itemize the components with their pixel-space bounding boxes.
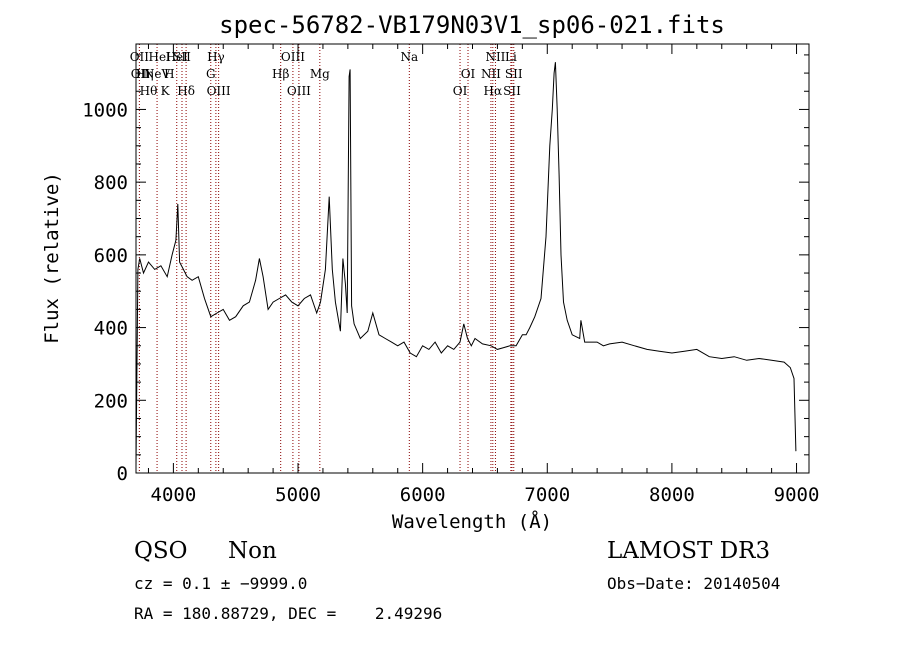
line-markers — [138, 44, 515, 473]
line-marker-label: NII — [485, 50, 505, 64]
x-axis: 4000 5000 6000 7000 8000 9000 — [147, 44, 820, 506]
object-subclass: Non — [228, 538, 277, 564]
x-tick-label: 6000 — [400, 484, 446, 506]
line-marker-label: Mg — [310, 67, 330, 81]
line-marker-label: Hα — [484, 84, 503, 98]
y-tick-label: 800 — [94, 172, 128, 194]
line-marker-label: Hβ — [272, 67, 289, 81]
line-marker-label: SII — [173, 50, 191, 64]
obs-date: Obs−Date: 20140504 — [607, 574, 781, 593]
line-marker-label: OI — [461, 67, 476, 81]
y-tick-label: 1000 — [82, 99, 128, 121]
line-marker-label: K — [161, 84, 171, 98]
x-axis-label: Wavelength (Å) — [392, 510, 552, 533]
x-tick-label: 7000 — [524, 484, 570, 506]
spectrum-line — [135, 62, 797, 466]
line-marker-label: G — [206, 67, 216, 81]
line-marker-label: SII — [505, 67, 523, 81]
x-tick-label: 9000 — [774, 484, 820, 506]
line-marker-label: HeI — [166, 50, 189, 64]
line-marker-label: Na — [400, 50, 418, 64]
y-tick-label: 600 — [94, 245, 128, 267]
line-marker-label: OI — [453, 84, 468, 98]
line-marker-label: OIII — [207, 84, 231, 98]
redshift-info: cz = 0.1 ± −9999.0 — [134, 574, 308, 593]
line-marker-label: NeV — [144, 67, 171, 81]
y-tick-label: 400 — [94, 318, 128, 340]
line-marker-label: OII — [130, 50, 150, 64]
x-tick-label: 4000 — [151, 484, 197, 506]
y-axis-label: Flux (relative) — [41, 172, 63, 344]
line-marker-label: NII — [481, 67, 501, 81]
line-marker-label: OIII — [281, 50, 305, 64]
x-tick-label: 8000 — [649, 484, 695, 506]
line-marker-label: HeI — [149, 50, 172, 64]
line-marker-label: H — [164, 67, 174, 81]
survey-name: LAMOST DR3 — [607, 538, 771, 564]
object-class: QSO — [134, 538, 188, 564]
line-marker-label: Hγ — [207, 50, 225, 64]
line-marker-label: Li — [505, 50, 517, 64]
y-tick-label: 200 — [94, 390, 128, 412]
line-marker-label: Hη — [136, 67, 154, 81]
ra-dec: RA = 180.88729, DEC = 2.49296 — [134, 604, 443, 623]
plot-frame — [135, 43, 810, 474]
x-tick-label: 5000 — [275, 484, 321, 506]
y-tick-label: 0 — [117, 463, 128, 485]
chart-title: spec-56782-VB179N03V1_sp06-021.fits — [219, 11, 725, 39]
line-marker-label: SII — [503, 84, 521, 98]
line-marker-label: Hθ — [140, 84, 158, 98]
line-marker-label: Hδ — [177, 84, 195, 98]
y-axis: 0 200 400 600 800 1000 — [82, 54, 809, 485]
line-marker-label: OIII — [287, 84, 311, 98]
